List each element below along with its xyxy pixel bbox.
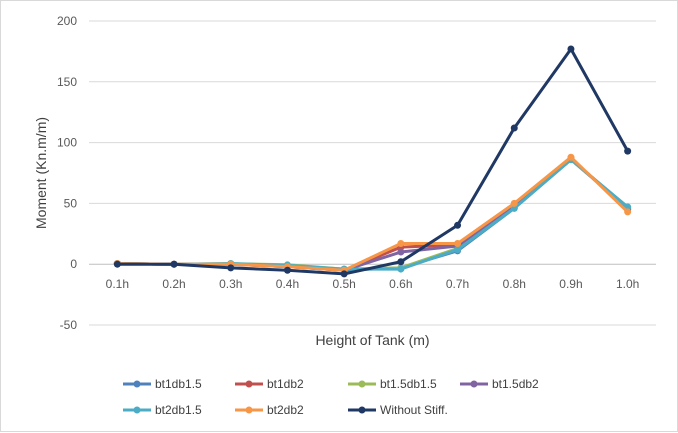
- x-tick-label: 0.6h: [389, 277, 412, 291]
- data-point: [510, 204, 518, 212]
- data-point: [397, 248, 405, 256]
- data-point: [567, 153, 575, 161]
- data-point: [283, 266, 291, 274]
- x-tick-label: 0.7h: [446, 277, 469, 291]
- series-line: [115, 47, 630, 276]
- data-point: [113, 260, 121, 268]
- legend-item: bt2db2: [235, 403, 304, 417]
- x-tick-label: 1.0h: [616, 277, 639, 291]
- legend-swatch-marker: [470, 380, 478, 388]
- data-point: [397, 265, 405, 273]
- legend-item: bt2db1.5: [123, 403, 202, 417]
- y-tick-label: 100: [57, 136, 77, 150]
- data-point: [567, 45, 575, 53]
- data-point: [454, 246, 462, 254]
- data-point: [397, 240, 405, 248]
- data-point: [624, 147, 632, 155]
- y-axis-title: Moment (Kn.m/m): [33, 117, 49, 229]
- data-point: [624, 208, 632, 216]
- x-tick-label: 0.1h: [106, 277, 129, 291]
- y-tick-label: 0: [70, 257, 77, 271]
- data-point: [454, 240, 462, 248]
- series-line: [115, 158, 630, 271]
- legend-item: bt1.5db1.5: [348, 377, 437, 391]
- legend-label: bt1db1.5: [155, 377, 202, 391]
- data-point: [510, 199, 518, 207]
- y-tick-label: 50: [64, 196, 78, 210]
- legend-label: bt2db2: [267, 403, 304, 417]
- y-tick-label: -50: [60, 318, 78, 332]
- x-axis-ticks: 0.1h 0.2h 0.3h 0.4h 0.5h 0.6h 0.7h 0.8h 0.9h 1.0h: [106, 277, 640, 291]
- legend-swatch-marker: [358, 380, 366, 388]
- series-6: [113, 45, 632, 278]
- data-point: [340, 270, 348, 278]
- data-point: [397, 258, 405, 266]
- legend-swatch-marker: [133, 406, 141, 414]
- legend-item: bt1db1.5: [123, 377, 202, 391]
- legend-label: bt1db2: [267, 377, 304, 391]
- legend-swatch-marker: [245, 380, 253, 388]
- x-tick-label: 0.9h: [559, 277, 582, 291]
- data-point: [227, 264, 235, 272]
- x-tick-label: 0.4h: [276, 277, 299, 291]
- y-tick-label: 150: [57, 75, 77, 89]
- x-tick-label: 0.2h: [162, 277, 185, 291]
- series-5: [113, 153, 632, 274]
- legend-swatch-marker: [245, 406, 253, 414]
- x-tick-label: 0.3h: [219, 277, 242, 291]
- legend-label: bt1.5db2: [492, 377, 539, 391]
- series-lines: [113, 45, 632, 278]
- x-tick-label: 0.8h: [503, 277, 526, 291]
- x-tick-label: 0.5h: [332, 277, 355, 291]
- legend-label: bt1.5db1.5: [380, 377, 437, 391]
- y-axis-ticks: 200 150 100 50 0 -50: [57, 14, 77, 332]
- y-tick-label: 200: [57, 14, 77, 28]
- data-point: [510, 124, 518, 132]
- legend-label: bt2db1.5: [155, 403, 202, 417]
- data-point: [454, 221, 462, 229]
- legend-swatch-marker: [358, 406, 366, 414]
- x-axis-title: Height of Tank (m): [315, 332, 429, 348]
- legend-swatch-marker: [133, 380, 141, 388]
- legend: bt1db1.5 bt1db2 bt1.5db1.5 bt1.5db2 bt2db1.5…: [123, 377, 539, 417]
- legend-label: Without Stiff.: [380, 403, 448, 417]
- legend-item: Without Stiff.: [348, 403, 448, 417]
- legend-item: bt1db2: [235, 377, 304, 391]
- data-point: [170, 260, 178, 268]
- series-4: [113, 156, 632, 273]
- series-line: [115, 155, 630, 272]
- legend-item: bt1.5db2: [460, 377, 539, 391]
